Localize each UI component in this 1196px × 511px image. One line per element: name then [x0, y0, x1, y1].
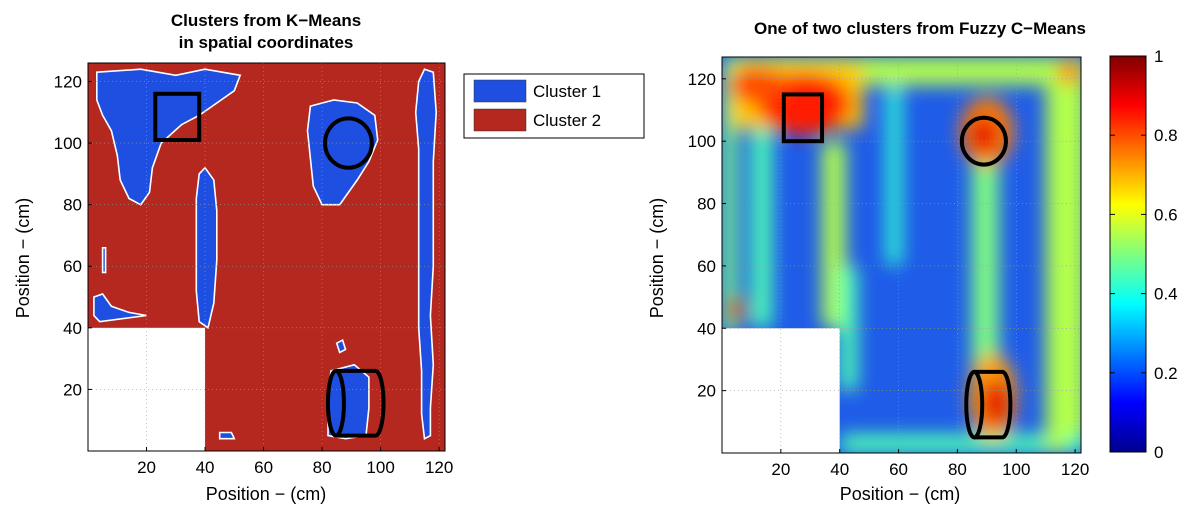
cluster1-region-top-left — [96, 68, 242, 206]
x-tick-label: 100 — [1002, 460, 1030, 479]
y-tick-label: 60 — [697, 257, 716, 276]
y-tick-label: 120 — [688, 70, 716, 89]
colorbar-tick-label: 1 — [1154, 47, 1163, 66]
x-tick-label: 120 — [1061, 460, 1089, 479]
kmeans-ylabel: Position − (cm) — [13, 198, 33, 319]
kmeans-chart: Clusters from K−Means in spatial coordin… — [13, 11, 645, 504]
cylinder-body — [335, 368, 386, 438]
cluster1-region-object — [327, 363, 370, 440]
y-tick-label: 100 — [688, 132, 716, 151]
colorbar-tick-label: 0.6 — [1154, 205, 1178, 224]
cluster1-region-bottom-spot — [218, 431, 236, 440]
fcm-xlabel: Position − (cm) — [840, 484, 961, 504]
colorbar-tick-label: 0.2 — [1154, 364, 1178, 383]
kmeans-grid — [88, 63, 445, 451]
x-tick-label: 80 — [948, 460, 967, 479]
legend-label-cluster1: Cluster 1 — [533, 82, 601, 101]
cylinder-marker — [964, 369, 1013, 440]
heat-center-lower — [839, 265, 858, 391]
y-tick-label: 60 — [63, 257, 82, 276]
fcm-ticks: 20 40 60 80 100 120 20 40 60 80 100 120 — [688, 70, 1090, 479]
colorbar: 0 0.2 0.4 0.6 0.8 1 — [1109, 47, 1178, 462]
x-tick-label: 60 — [254, 458, 273, 477]
fcm-chart: One of two clusters from Fuzzy C−Means 2… — [647, 19, 1178, 504]
y-tick-label: 20 — [63, 380, 82, 399]
legend-swatch-cluster1 — [473, 79, 527, 103]
kmeans-xlabel: Position − (cm) — [206, 484, 327, 504]
cluster1-region-streak — [101, 247, 107, 274]
cluster1-region-center-column — [195, 166, 218, 330]
kmeans-title: Clusters from K−Means — [171, 11, 361, 30]
fcm-map — [722, 57, 1081, 453]
colorbar-gradient — [1109, 55, 1147, 453]
y-tick-label: 80 — [697, 195, 716, 214]
heat-bottom-edge — [839, 434, 1081, 453]
square-marker — [781, 92, 825, 144]
legend-label-cluster2: Cluster 2 — [533, 111, 601, 130]
cylinder-body — [974, 369, 1013, 440]
cluster1-region-spot — [335, 338, 347, 354]
x-tick-label: 20 — [137, 458, 156, 477]
square-marker — [153, 91, 202, 142]
fcm-ylabel: Position − (cm) — [647, 198, 667, 319]
heat-mid-right-column — [972, 156, 999, 391]
heat-spot-top-left — [727, 66, 787, 104]
heat-spot-circle-inner — [969, 116, 999, 154]
x-tick-label: 20 — [771, 460, 790, 479]
fcm-markers — [781, 92, 1013, 440]
colorbar-tick-label: 0 — [1154, 443, 1163, 462]
excluded-region — [88, 327, 206, 451]
y-tick-label: 40 — [63, 319, 82, 338]
heat-right-edge — [1063, 57, 1081, 453]
colorbar-tick-label: 0.8 — [1154, 126, 1178, 145]
legend-swatch-cluster2 — [473, 108, 527, 132]
kmeans-map — [88, 63, 445, 451]
y-tick-label: 100 — [54, 134, 82, 153]
kmeans-axes-box — [87, 62, 446, 452]
x-tick-label: 40 — [830, 460, 849, 479]
y-tick-label: 80 — [63, 196, 82, 215]
x-tick-label: 60 — [889, 460, 908, 479]
cluster1-region-right-column — [414, 68, 438, 440]
y-tick-label: 120 — [54, 72, 82, 91]
heat-spot-object-inner — [980, 378, 1011, 429]
fcm-title: One of two clusters from Fuzzy C−Means — [754, 19, 1086, 38]
heat-right-column — [1045, 78, 1067, 453]
kmeans-legend: Cluster 1 Cluster 2 — [463, 73, 645, 139]
heat-left-column — [751, 103, 773, 329]
colorbar-tick-label: 0.4 — [1154, 285, 1178, 304]
cylinder-marker — [325, 368, 386, 438]
x-tick-label: 100 — [366, 458, 394, 477]
y-tick-label: 40 — [697, 319, 716, 338]
kmeans-subtitle: in spatial coordinates — [179, 33, 354, 52]
x-tick-label: 80 — [313, 458, 332, 477]
circle-marker — [323, 116, 374, 170]
x-tick-label: 120 — [425, 458, 453, 477]
fcm-axes-box — [721, 56, 1082, 454]
heat-spot-top-right — [1057, 60, 1081, 86]
heat-spot-left — [727, 297, 746, 323]
cluster1-regions — [93, 68, 438, 440]
kmeans-ticks: 20 40 60 80 100 120 20 40 60 80 100 120 — [54, 72, 454, 477]
colorbar-ticks: 0 0.2 0.4 0.6 0.8 1 — [1110, 47, 1178, 462]
x-tick-label: 40 — [196, 458, 215, 477]
circle-marker — [959, 115, 1008, 167]
fcm-heat-regions — [722, 57, 1081, 453]
y-tick-label: 20 — [697, 382, 716, 401]
heat-faint-column — [886, 85, 902, 266]
kmeans-markers — [153, 91, 386, 438]
cluster1-region-circle — [306, 99, 379, 206]
